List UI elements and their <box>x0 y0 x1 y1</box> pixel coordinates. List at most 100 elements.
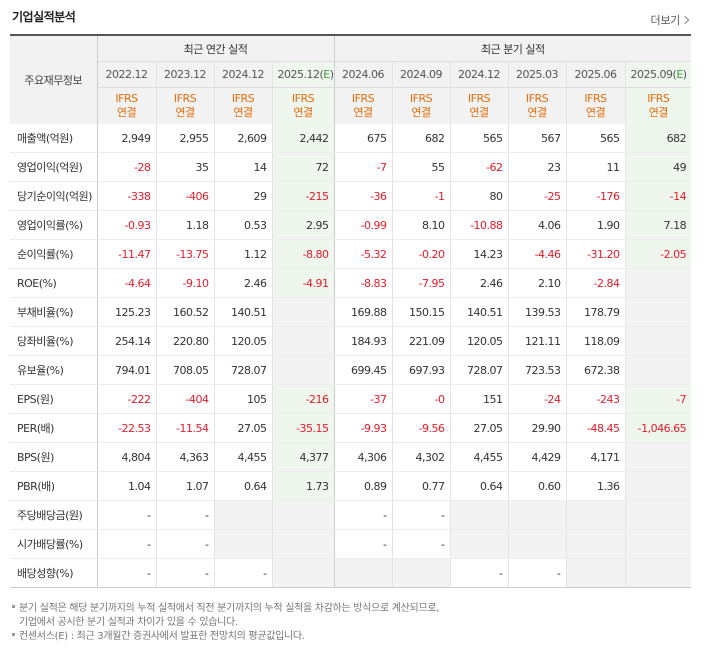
table-row: 주당배당금(원) - - - - <box>10 500 692 530</box>
table-cell: 121.11 <box>507 326 567 356</box>
table-cell: 672.38 <box>565 355 626 385</box>
table-cell: -0 <box>391 384 451 414</box>
table-cell: 2,949 <box>97 124 156 153</box>
table-row: 당좌비율(%) 254.14 220.80 120.05 184.93 221.09 120… <box>10 326 692 356</box>
table-cell: 4,455 <box>449 442 509 472</box>
table-cell: -5.32 <box>333 239 393 269</box>
table-cell: -62 <box>449 152 509 182</box>
ifrs-standard: IFRS <box>351 92 375 105</box>
table-cell: 0.64 <box>213 471 272 501</box>
table-cell: -2.84 <box>565 268 626 298</box>
table-cell <box>213 529 272 559</box>
period-header: 2024.12 <box>213 61 272 88</box>
table-cell <box>449 529 509 559</box>
table-row: 부채비율(%) 125.23 160.52 140.51 169.88 150.15 140… <box>10 297 692 327</box>
table-cell: -36 <box>333 181 393 211</box>
table-cell: 125.23 <box>97 297 156 327</box>
table-cell <box>333 558 393 588</box>
table-cell: -14 <box>624 181 692 211</box>
estimate-mark: E <box>676 68 683 81</box>
table-row: 순이익률(%) -11.47 -13.75 1.12 -8.80 -5.32 -0.20 14… <box>10 239 692 269</box>
table-row: 시가배당률(%) - - - - <box>10 529 692 559</box>
ifrs-label: IFRS 연결 <box>155 87 214 124</box>
table-cell: -9.10 <box>155 268 214 298</box>
table-row: PER(배) -22.53 -11.54 27.05 -35.15 -9.93 -9.56 2… <box>10 413 692 443</box>
ifrs-label: IFRS 연결 <box>507 87 567 124</box>
table-cell: 565 <box>449 124 509 153</box>
table-row: 배당성향(%) - - - - - <box>10 558 692 588</box>
table-cell: -215 <box>271 181 335 211</box>
table-cell: - <box>391 529 451 559</box>
table-cell: -11.47 <box>97 239 156 269</box>
table-cell: 2.10 <box>507 268 567 298</box>
table-cell: 1.73 <box>271 471 335 501</box>
table-cell: 140.51 <box>213 297 272 327</box>
table-cell: -7 <box>624 384 692 414</box>
row-label: 매출액(억원) <box>10 124 98 153</box>
table-cell: 1.90 <box>565 210 626 240</box>
table-cell: 150.15 <box>391 297 451 327</box>
note-1: 분기 실적은 해당 분기까지의 누적 실적에서 직전 분기까지의 누적 실적을 … <box>12 602 439 616</box>
ifrs-consolidated: 연결 <box>411 106 431 119</box>
table-cell: -404 <box>155 384 214 414</box>
table-cell: 2,609 <box>213 124 272 153</box>
table-cell <box>213 500 272 530</box>
table-cell: 29 <box>213 181 272 211</box>
table-cell <box>449 500 509 530</box>
table-cell: 675 <box>333 124 393 153</box>
table-cell: -11.54 <box>155 413 214 443</box>
table-cell: 178.79 <box>565 297 626 327</box>
table-cell: 35 <box>155 152 214 182</box>
row-label: PER(배) <box>10 413 98 443</box>
table-cell: 697.93 <box>391 355 451 385</box>
ifrs-label: IFRS 연결 <box>333 87 393 124</box>
table-cell: - <box>449 558 509 588</box>
table-cell: - <box>155 558 214 588</box>
table-cell: -176 <box>565 181 626 211</box>
table-cell: -4.91 <box>271 268 335 298</box>
table-cell: -9.93 <box>333 413 393 443</box>
table-cell: 7.18 <box>624 210 692 240</box>
more-link[interactable]: 더보기 <box>650 12 690 28</box>
ifrs-standard: IFRS <box>409 92 433 105</box>
table-cell: -1 <box>391 181 451 211</box>
table-cell: 794.01 <box>97 355 156 385</box>
table-cell: -0.99 <box>333 210 393 240</box>
period-header: 2025.09(E) <box>624 61 692 88</box>
table-cell: -1,046.65 <box>624 413 692 443</box>
table-cell <box>624 268 692 298</box>
ifrs-consolidated: 연결 <box>648 106 669 119</box>
table-cell: 723.53 <box>507 355 567 385</box>
table-cell <box>271 500 335 530</box>
table-cell: 4,455 <box>213 442 272 472</box>
row-label: 당좌비율(%) <box>10 326 98 356</box>
table-row: 영업이익(억원) -28 35 14 72 -7 55 -62 23 11 49 <box>10 152 692 182</box>
row-label: EPS(원) <box>10 384 98 414</box>
ifrs-label: IFRS 연결 <box>449 87 509 124</box>
ifrs-label: IFRS 연결 <box>271 87 335 124</box>
table-cell <box>507 500 567 530</box>
table-cell: 29.90 <box>507 413 567 443</box>
ifrs-standard: IFRS <box>173 92 197 105</box>
table-cell: -10.88 <box>449 210 509 240</box>
table-cell: 8.10 <box>391 210 451 240</box>
table-cell: -22.53 <box>97 413 156 443</box>
table-cell <box>624 558 692 588</box>
table-cell: 728.07 <box>213 355 272 385</box>
table-cell: 14 <box>213 152 272 182</box>
ifrs-consolidated: 연결 <box>175 106 195 119</box>
table-cell: -4.46 <box>507 239 567 269</box>
table-row: 매출액(억원) 2,949 2,955 2,609 2,442 675 682 565 567 5… <box>10 124 692 153</box>
table-cell <box>271 297 335 327</box>
more-label: 더보기 <box>650 14 681 27</box>
row-label: 배당성향(%) <box>10 558 98 588</box>
period-header: 2025.03 <box>507 61 567 88</box>
ifrs-consolidated: 연결 <box>116 106 137 119</box>
table-cell: 72 <box>271 152 335 182</box>
bullet-icon <box>12 605 15 608</box>
table-cell <box>271 558 335 588</box>
table-cell: 4,306 <box>333 442 393 472</box>
table-cell: 160.52 <box>155 297 214 327</box>
table-cell <box>565 500 626 530</box>
table-cell: 682 <box>624 124 692 153</box>
